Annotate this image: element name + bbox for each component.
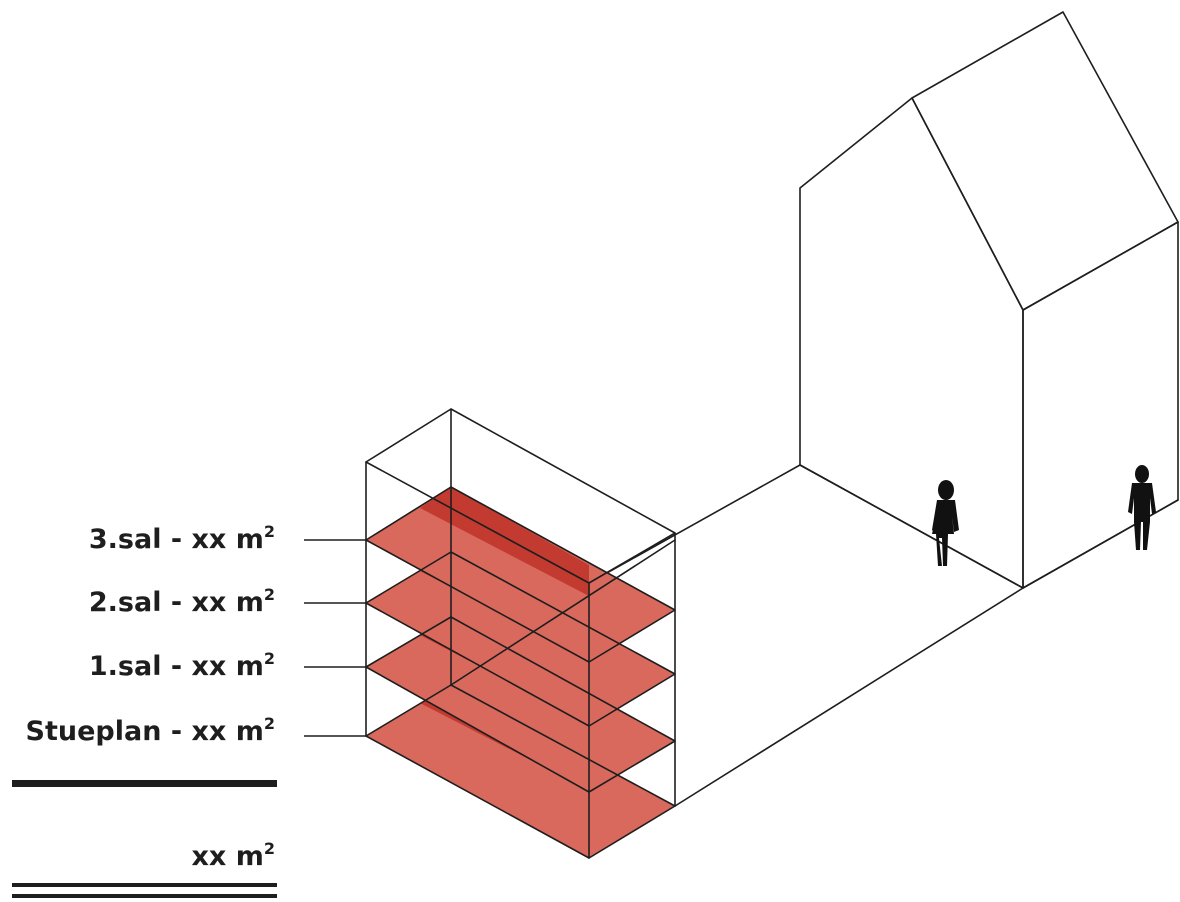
woman-silhouette-icon bbox=[932, 480, 959, 566]
ground-edge-right bbox=[1022, 499, 1179, 589]
house-roof bbox=[911, 11, 1179, 311]
floor-labels: 3.sal - xx m2 2.sal - xx m2 1.sal - xx m… bbox=[26, 522, 275, 747]
man-silhouette-icon bbox=[1128, 465, 1156, 550]
floor-plates bbox=[366, 487, 675, 858]
double-underline-bottom bbox=[12, 894, 277, 898]
building-box bbox=[365, 408, 676, 859]
total-area-label: xx m2 bbox=[191, 839, 275, 872]
ground-plane bbox=[588, 464, 1179, 807]
house bbox=[799, 11, 1179, 589]
sum-bar bbox=[12, 780, 277, 787]
ground-edge-house bbox=[799, 464, 1024, 589]
house-right-wall bbox=[1022, 221, 1179, 589]
leader-lines bbox=[304, 539, 366, 737]
floor-label-3sal: 3.sal - xx m2 bbox=[89, 522, 275, 555]
floor-label-stueplan: Stueplan - xx m2 bbox=[26, 714, 275, 747]
ground-edge-front bbox=[674, 587, 1024, 807]
floor-label-1sal: 1.sal - xx m2 bbox=[89, 649, 275, 682]
house-left-wall bbox=[799, 97, 1024, 589]
total-section: xx m2 bbox=[12, 780, 277, 898]
double-underline-top bbox=[12, 883, 277, 887]
floor-label-2sal: 2.sal - xx m2 bbox=[89, 585, 275, 618]
